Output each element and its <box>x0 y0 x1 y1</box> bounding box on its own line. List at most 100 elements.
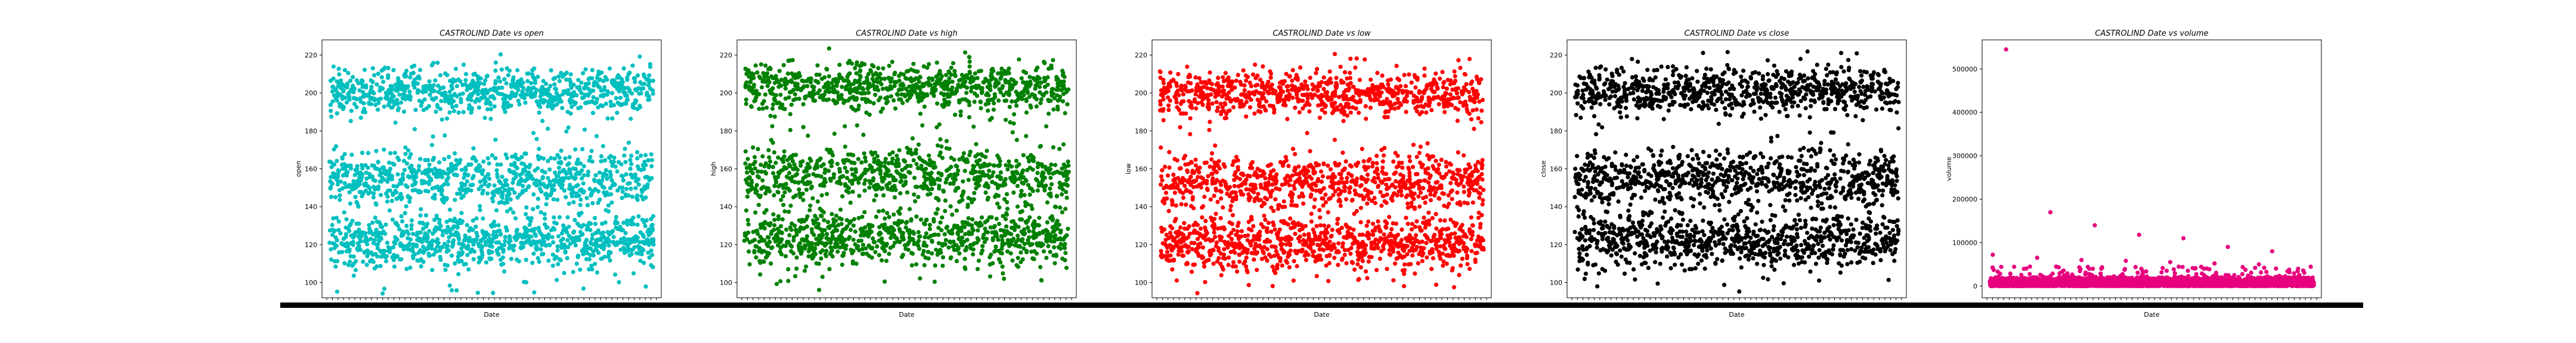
data-point <box>1004 192 1010 197</box>
data-point <box>552 215 556 220</box>
data-point <box>364 176 369 181</box>
data-point <box>425 222 430 226</box>
data-point <box>453 151 457 156</box>
data-point <box>610 116 615 121</box>
data-point <box>885 211 890 216</box>
data-point <box>817 288 822 292</box>
data-point <box>1055 107 1060 112</box>
data-point <box>810 185 815 189</box>
data-point <box>1014 158 1019 163</box>
data-point <box>829 211 834 217</box>
data-point <box>454 158 459 163</box>
data-point <box>921 249 926 254</box>
y-tick-label: 220 <box>720 51 732 59</box>
data-point <box>524 151 528 156</box>
data-point <box>757 175 761 180</box>
data-point <box>359 163 364 167</box>
data-point <box>633 172 637 177</box>
data-point <box>590 201 595 205</box>
data-point <box>388 188 392 193</box>
data-point <box>773 93 778 98</box>
data-point <box>794 152 798 157</box>
data-point <box>403 145 408 150</box>
data-point <box>423 89 428 94</box>
data-point <box>491 291 496 295</box>
data-point <box>376 160 380 164</box>
data-point <box>499 162 503 167</box>
data-point <box>890 60 894 64</box>
data-point <box>328 102 333 107</box>
data-point <box>1044 183 1048 188</box>
data-point <box>1024 249 1029 254</box>
data-point <box>787 210 791 214</box>
data-point <box>1063 207 1068 211</box>
data-point <box>862 62 867 67</box>
data-point <box>992 101 996 105</box>
data-point <box>772 114 777 119</box>
data-point <box>781 202 786 207</box>
data-point <box>397 157 401 163</box>
data-point <box>481 159 486 164</box>
data-point <box>375 254 380 259</box>
data-point <box>516 259 521 264</box>
data-point <box>591 95 596 99</box>
data-point <box>421 226 426 231</box>
data-point <box>1004 224 1009 229</box>
data-point <box>575 183 580 188</box>
data-point <box>877 209 881 214</box>
data-point <box>1015 264 1021 269</box>
data-point <box>342 162 347 167</box>
data-point <box>1046 171 1051 176</box>
data-point <box>784 227 789 232</box>
data-point <box>330 223 335 227</box>
data-point <box>1011 190 1016 195</box>
data-point <box>480 252 485 257</box>
data-point <box>431 238 435 243</box>
data-point <box>395 98 400 102</box>
data-point <box>356 80 361 86</box>
data-point <box>881 193 886 198</box>
data-point <box>550 235 555 239</box>
data-point <box>893 106 898 111</box>
data-point <box>485 73 490 78</box>
data-point <box>776 190 781 195</box>
data-point <box>1008 120 1013 124</box>
data-point <box>407 199 412 204</box>
data-point <box>545 225 550 230</box>
data-point <box>911 61 916 66</box>
data-point <box>413 108 418 113</box>
data-point <box>816 80 821 85</box>
data-point <box>922 222 927 227</box>
data-point <box>376 107 380 112</box>
data-point <box>1012 112 1017 117</box>
data-point <box>403 152 408 157</box>
data-point <box>1044 124 1049 129</box>
data-point <box>560 105 565 110</box>
data-point <box>433 78 438 83</box>
data-point <box>478 179 482 184</box>
data-point <box>485 156 490 161</box>
data-point <box>390 177 395 182</box>
data-point <box>624 186 629 191</box>
data-point <box>1014 80 1018 85</box>
y-tick-label: 200 <box>305 89 317 97</box>
data-point <box>447 110 452 115</box>
data-point <box>575 157 580 162</box>
data-point <box>835 90 840 95</box>
data-point <box>334 216 339 220</box>
data-point <box>620 185 625 190</box>
data-point <box>1004 117 1008 122</box>
data-point <box>943 242 948 247</box>
y-tick-label: 200 <box>720 89 732 97</box>
data-point <box>429 246 434 251</box>
data-point <box>912 192 917 197</box>
data-point <box>357 182 362 186</box>
data-point <box>1011 236 1016 241</box>
data-point <box>352 86 357 91</box>
data-point <box>354 105 359 110</box>
data-point <box>971 197 976 202</box>
data-point <box>434 95 438 101</box>
data-point <box>487 233 491 238</box>
data-point <box>384 254 389 258</box>
data-point <box>537 146 541 151</box>
